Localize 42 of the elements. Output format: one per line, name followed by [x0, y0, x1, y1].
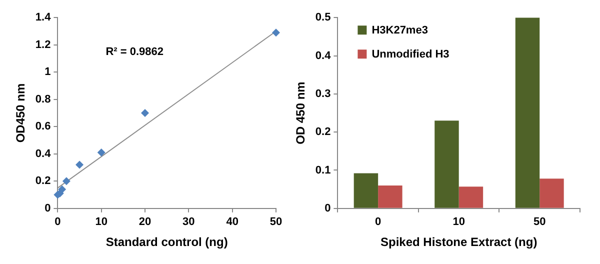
legend-label: H3K27me3	[372, 24, 428, 37]
x-axis-title: Spiked Histone Extract (ng)	[380, 235, 538, 250]
y-tick-label: 1.4	[35, 12, 52, 24]
point	[97, 148, 106, 157]
y-tick-label: 1	[44, 66, 51, 78]
y-tick-label: 0.4	[315, 50, 332, 62]
y-tick-label: 0.2	[35, 175, 51, 188]
legend-label: Unmodified H3	[372, 48, 450, 61]
y-tick-label: 0.5	[315, 12, 331, 24]
x-tick-label: 50	[533, 216, 546, 228]
point	[76, 160, 84, 169]
x-tick-label: 40	[226, 216, 238, 228]
x-tick-label: 0	[375, 216, 382, 228]
bar	[434, 120, 459, 208]
point	[62, 177, 70, 186]
y-tick-label: 0.8	[35, 93, 51, 106]
x-tick-label: 20	[138, 216, 152, 228]
bar	[540, 178, 564, 208]
x-tick-label: 30	[182, 216, 195, 228]
bar	[354, 173, 378, 208]
y-tick-label: 0.4	[35, 148, 52, 160]
bar	[515, 18, 540, 208]
x-axis-title: Standard control (ng)	[106, 235, 228, 250]
point	[141, 109, 150, 117]
point	[272, 28, 280, 37]
y-tick-label: 0.3	[315, 88, 331, 100]
x-tick-label: 10	[95, 216, 108, 228]
bar	[378, 186, 402, 208]
y-tick-label: 0.1	[315, 164, 331, 176]
x-tick-label: 10	[452, 216, 465, 228]
x-tick-label: 50	[270, 216, 282, 228]
y-axis-title: OD 450 nm	[294, 82, 308, 144]
bar	[458, 186, 484, 208]
y-tick-label: 0.2	[315, 126, 331, 138]
annotation: R² = 0.9862	[106, 46, 164, 58]
y-tick-label: 0.6	[35, 120, 51, 133]
y-axis-title: OD450 nm	[14, 83, 28, 143]
x-tick-label: 0	[54, 216, 61, 228]
y-tick-label: 0	[324, 202, 331, 214]
point	[58, 185, 66, 194]
y-tick-label: 1.2	[35, 38, 51, 51]
y-tick-label: 0	[44, 202, 51, 214]
